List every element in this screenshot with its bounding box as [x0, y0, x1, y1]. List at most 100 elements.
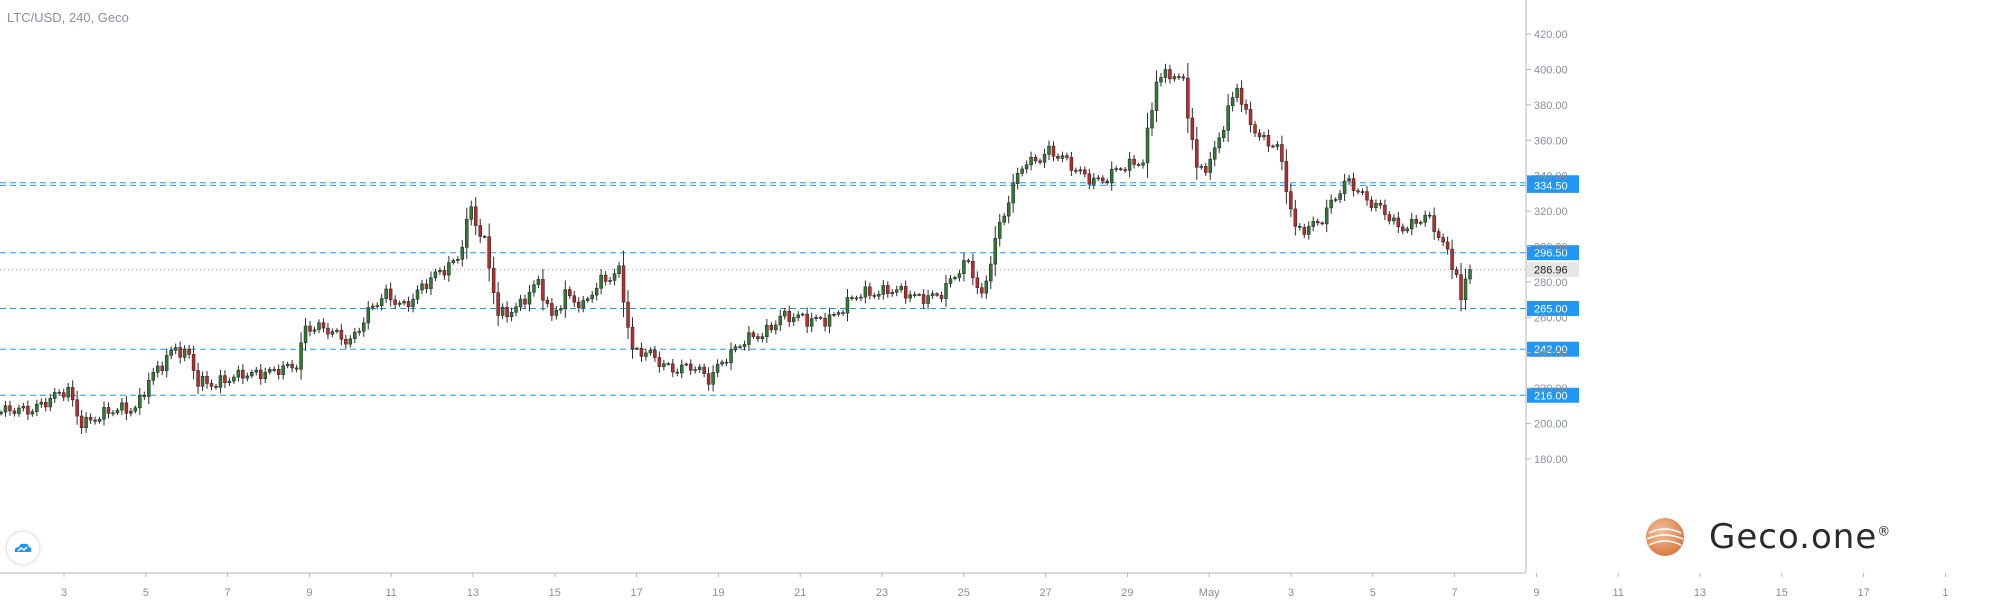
- candle: [1221, 126, 1226, 143]
- candle: [818, 315, 823, 320]
- candle-body: [1029, 156, 1033, 166]
- candle-body: [1118, 168, 1123, 170]
- candle-body: [568, 289, 572, 297]
- candle-body: [1078, 169, 1083, 172]
- candle: [1136, 162, 1141, 167]
- candle-body: [1441, 237, 1445, 243]
- candle: [402, 299, 406, 306]
- level-price-label: 242.00: [1527, 341, 1579, 357]
- candle: [559, 305, 563, 314]
- candle-body: [245, 375, 250, 379]
- candle: [1289, 183, 1293, 217]
- candle: [877, 290, 881, 300]
- level-label-text: 265.00: [1534, 303, 1568, 315]
- candle-body: [644, 352, 648, 357]
- candle-body: [805, 313, 809, 327]
- candle: [1060, 151, 1065, 163]
- candle-body: [1123, 169, 1127, 171]
- candle: [142, 391, 147, 401]
- candle-body: [0, 411, 3, 415]
- x-tick-label: 3: [61, 587, 67, 599]
- x-tick-label: 5: [143, 587, 149, 599]
- candle: [1262, 131, 1266, 141]
- candle-body: [1315, 221, 1320, 224]
- x-tick-label: 15: [1776, 587, 1788, 599]
- candle: [1154, 70, 1159, 123]
- candle-body: [966, 260, 971, 262]
- candle: [912, 291, 917, 298]
- candle-body: [93, 419, 97, 422]
- candle: [1427, 211, 1432, 219]
- candle: [1011, 173, 1015, 213]
- candle: [442, 265, 447, 280]
- candle: [742, 340, 747, 351]
- candle-body: [335, 329, 339, 332]
- candle: [424, 279, 429, 294]
- candle: [1212, 140, 1217, 167]
- candle: [980, 282, 984, 298]
- candle: [1033, 154, 1038, 164]
- candle: [1015, 167, 1020, 190]
- candle: [344, 334, 348, 349]
- candle-body: [1244, 103, 1248, 110]
- candle-body: [303, 325, 308, 344]
- candle-body: [742, 344, 747, 347]
- candle: [715, 359, 720, 378]
- candle-body: [456, 258, 460, 261]
- candle: [362, 317, 366, 337]
- x-tick-label: 21: [794, 587, 806, 599]
- geco-globe-icon: [1646, 518, 1684, 556]
- candle-body: [1114, 168, 1118, 170]
- candle: [21, 402, 26, 412]
- candle-body: [527, 291, 532, 305]
- candle: [1445, 236, 1450, 255]
- candle: [1298, 223, 1302, 231]
- candle: [948, 274, 953, 288]
- candle: [1248, 101, 1253, 133]
- candle: [129, 407, 133, 417]
- candle-body: [756, 336, 760, 339]
- candle-body: [594, 287, 599, 296]
- candle: [299, 332, 303, 380]
- candle-body: [267, 369, 272, 373]
- candle-body: [1445, 241, 1450, 250]
- candle-body: [653, 349, 657, 358]
- candle: [276, 364, 281, 380]
- candle: [200, 371, 205, 392]
- candle: [1324, 199, 1329, 233]
- candle-body: [164, 355, 169, 371]
- candle: [509, 307, 514, 322]
- candle-body: [106, 407, 111, 414]
- candle: [447, 255, 451, 282]
- candle-body: [751, 332, 756, 337]
- candle-body: [339, 329, 344, 340]
- candle: [1280, 135, 1284, 171]
- candle-body: [97, 418, 102, 422]
- candle-body: [1056, 156, 1060, 159]
- candle: [814, 314, 818, 322]
- candle: [102, 401, 106, 426]
- tradingview-logo-button[interactable]: [7, 532, 39, 564]
- candle-body: [971, 260, 975, 279]
- candle: [496, 282, 500, 326]
- candle: [836, 310, 841, 317]
- candle: [290, 359, 294, 373]
- candle: [603, 271, 608, 286]
- candle-body: [1132, 158, 1136, 165]
- y-tick-label: 300.00: [1534, 242, 1568, 254]
- candle-body: [675, 371, 680, 374]
- candle: [97, 416, 102, 424]
- candle: [1230, 91, 1235, 112]
- candle: [1369, 196, 1374, 212]
- candle: [133, 405, 138, 414]
- candle: [563, 280, 568, 318]
- candle: [738, 344, 742, 349]
- x-tick-label: 23: [876, 587, 888, 599]
- candle: [697, 363, 702, 373]
- candle: [393, 295, 397, 310]
- candle: [769, 322, 774, 333]
- candle-body: [442, 270, 447, 276]
- candle: [375, 302, 379, 310]
- candle: [482, 234, 487, 239]
